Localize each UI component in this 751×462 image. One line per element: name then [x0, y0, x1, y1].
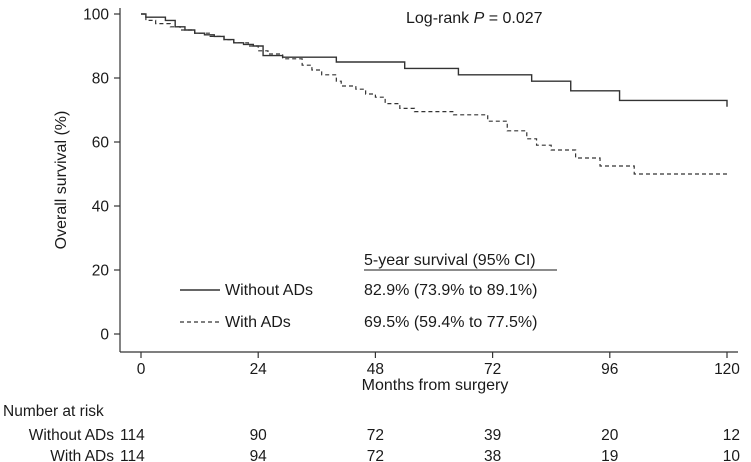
x-tick-label: 48 — [367, 361, 384, 378]
legend: 5-year survival (95% CI) Without ADs 82.… — [180, 252, 557, 331]
risk-value: 38 — [484, 448, 501, 462]
survival-curve-without-ads — [141, 13, 728, 107]
y-tick-label: 0 — [100, 327, 109, 344]
x-tick-label: 120 — [714, 361, 740, 378]
y-axis-title: Overall survival (%) — [53, 111, 70, 250]
survival-curves — [141, 13, 728, 175]
survival-curve-with-ads — [141, 13, 727, 175]
legend-label-without-ads: Without ADs — [225, 282, 313, 299]
risk-value: 20 — [601, 427, 619, 444]
risk-value: 10 — [723, 448, 741, 462]
y-ticks: 0 20 40 60 80 100 — [83, 7, 120, 344]
risk-values: 114 90 72 39 20 12 114 94 72 38 19 10 — [120, 427, 740, 462]
x-ticks: 0 24 48 72 96 120 — [137, 352, 740, 378]
legend-label-with-ads: With ADs — [225, 314, 291, 331]
risk-value: 114 — [120, 427, 145, 444]
risk-value: 12 — [723, 427, 740, 444]
risk-row-label-with-ads: With ADs — [50, 448, 114, 462]
risk-table: Number at risk Without ADs With ADs 114 9… — [3, 403, 740, 462]
risk-value: 90 — [250, 427, 268, 444]
x-tick-label: 96 — [601, 361, 618, 378]
risk-value: 114 — [120, 448, 145, 462]
risk-table-title: Number at risk — [3, 403, 104, 420]
legend-survival-without-ads: 82.9% (73.9% to 89.1%) — [364, 282, 537, 299]
plot-area: 0 20 40 60 80 100 0 24 48 72 96 120 — [83, 7, 740, 379]
y-tick-label: 60 — [92, 135, 110, 152]
x-tick-label: 24 — [250, 361, 268, 378]
log-rank-annotation: Log-rank P = 0.027 — [406, 10, 543, 27]
legend-header: 5-year survival (95% CI) — [364, 252, 536, 269]
y-tick-label: 80 — [92, 71, 110, 88]
log-rank-prefix: Log-rank — [406, 10, 474, 27]
log-rank-p: P — [474, 10, 485, 27]
legend-survival-with-ads: 69.5% (59.4% to 77.5%) — [364, 314, 537, 331]
y-tick-label: 100 — [83, 7, 109, 24]
risk-value: 39 — [484, 427, 501, 444]
risk-value: 19 — [601, 448, 618, 462]
y-tick-label: 40 — [92, 199, 110, 216]
risk-value: 72 — [367, 448, 384, 462]
x-axis-title: Months from surgery — [362, 377, 509, 394]
y-tick-label: 20 — [92, 263, 110, 280]
log-rank-value: = 0.027 — [484, 10, 542, 27]
risk-value: 94 — [250, 448, 268, 462]
x-tick-label: 0 — [137, 361, 146, 378]
risk-row-label-without-ads: Without ADs — [29, 427, 115, 444]
x-tick-label: 72 — [484, 361, 501, 378]
risk-value: 72 — [367, 427, 384, 444]
